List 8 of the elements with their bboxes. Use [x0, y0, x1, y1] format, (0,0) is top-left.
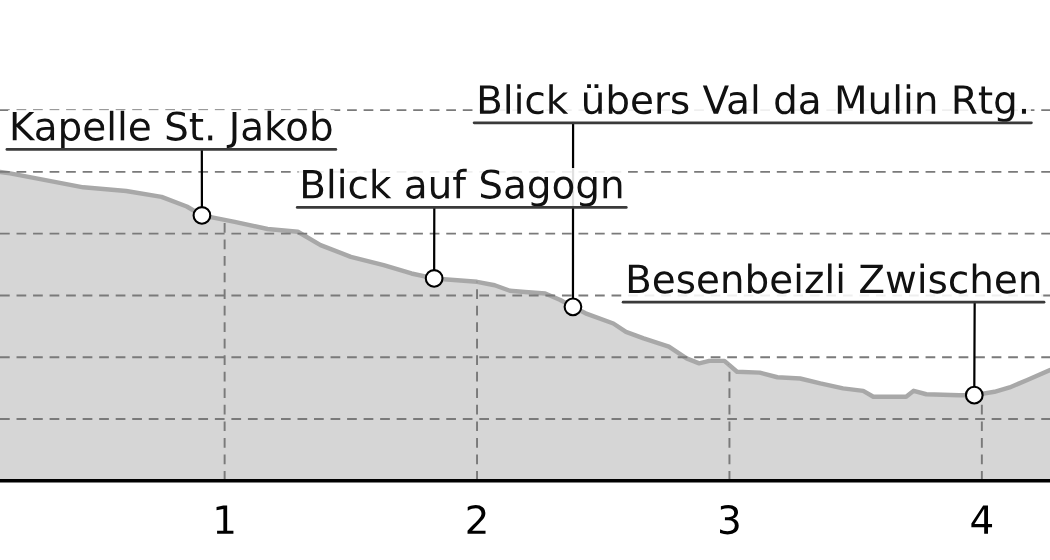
- annotation: Blick auf Sagogn: [303, 168, 622, 207]
- x-tick-label: 1: [216, 505, 234, 534]
- x-tick-label: 3: [720, 505, 739, 535]
- annotation: Kapelle St. Jakob: [12, 110, 332, 149]
- annotation: Blick übers Val da Mulin Rtg.: [479, 84, 1026, 122]
- annotation: Besenbeizli Zwischen: [628, 263, 1040, 294]
- x-tick-label: 2: [467, 505, 486, 534]
- x-tick-label: 4: [971, 505, 993, 534]
